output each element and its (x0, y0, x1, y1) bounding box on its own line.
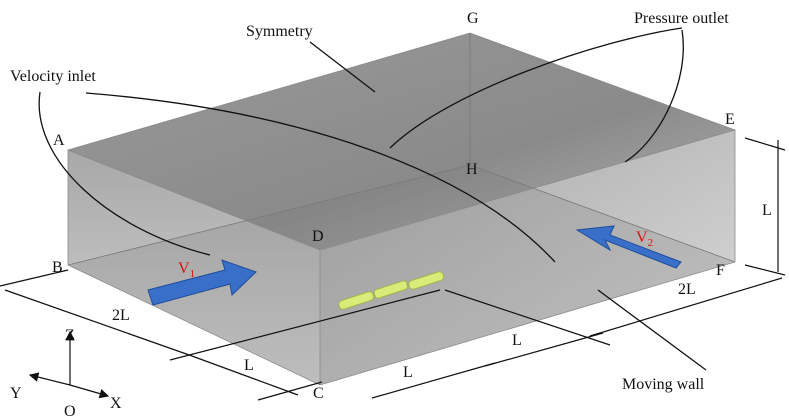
label: Pressure outlet (634, 10, 729, 27)
velocity-subscript: 1 (190, 268, 196, 280)
point-label: B (52, 259, 63, 276)
label: Moving wall (622, 376, 705, 393)
axis-label: X (110, 395, 122, 412)
dimension-label: L (244, 357, 254, 374)
callout-line (598, 290, 706, 370)
velocity-subscript: 2 (648, 237, 654, 249)
dimension-label: L (403, 364, 413, 381)
dimension-label: L (762, 202, 772, 219)
domain-box (68, 33, 735, 385)
point-label: A (53, 132, 65, 149)
label: Velocity inlet (10, 68, 96, 85)
dimension-label: L (512, 332, 522, 349)
dimension-line (372, 363, 495, 398)
extension-line (745, 138, 785, 150)
axis-label: Y (10, 385, 22, 402)
point-label: H (466, 161, 478, 178)
point-label: E (725, 111, 735, 128)
velocity-symbol: V (636, 229, 648, 246)
axis-label: Z (65, 327, 75, 344)
label: Symmetry (246, 23, 313, 40)
point-label: G (467, 10, 479, 27)
x-axis (70, 385, 108, 396)
point-label: D (312, 228, 324, 245)
extension-line (745, 265, 785, 275)
y-axis (30, 375, 70, 385)
dimension-line (485, 333, 603, 366)
diagram: Symmetry Pressure outlet Velocity inlet … (0, 0, 789, 417)
dimension-label: 2L (678, 281, 696, 298)
point-label: C (313, 385, 324, 402)
axis-label: O (64, 403, 76, 417)
velocity-symbol: V (178, 260, 190, 277)
point-label: F (716, 262, 725, 279)
dimension-label: 2L (112, 307, 130, 324)
